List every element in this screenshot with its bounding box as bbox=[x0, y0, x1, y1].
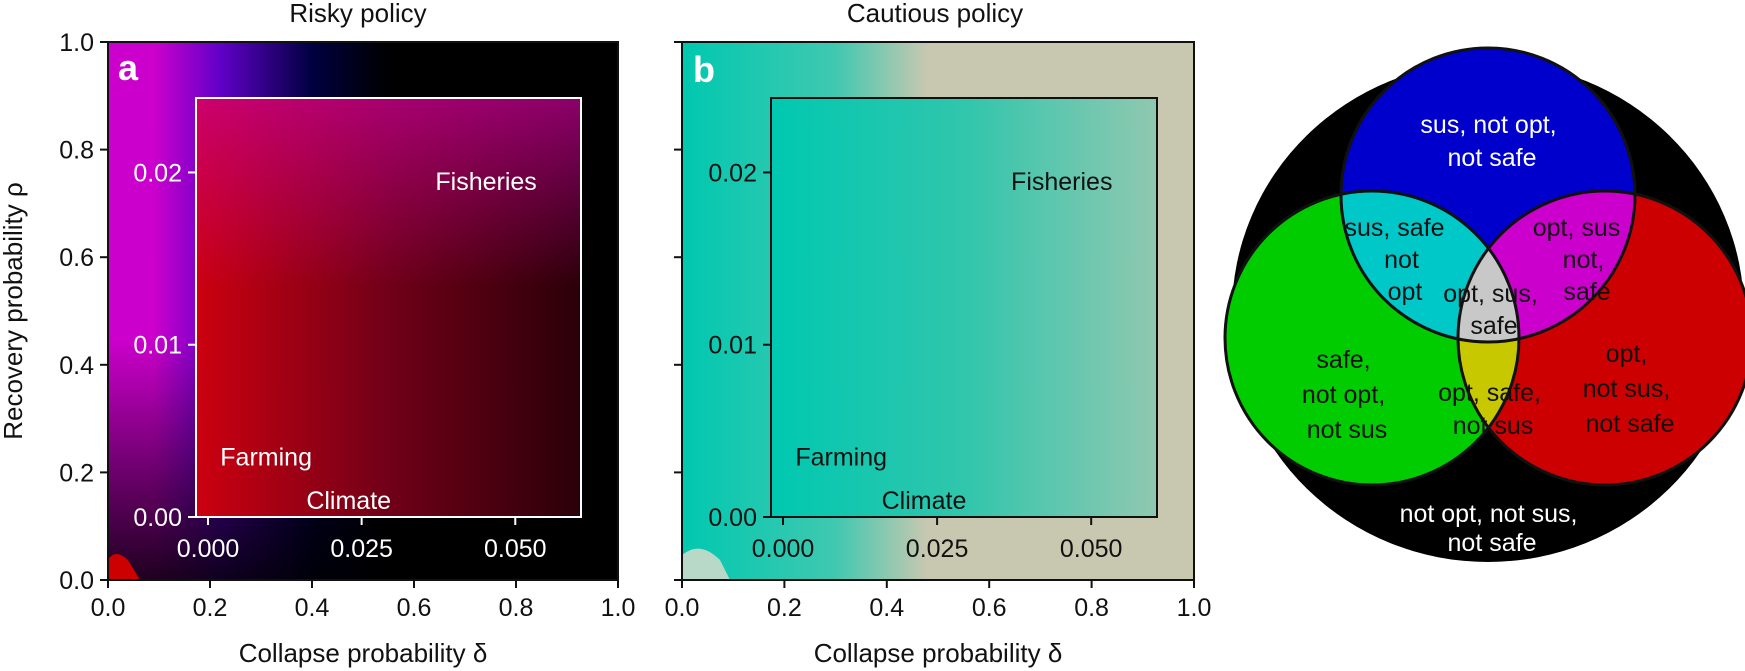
panel-a-frame bbox=[107, 41, 619, 581]
inset-y-tick-label: 0.02 bbox=[708, 159, 757, 187]
inset-x-tick-label: 0.050 bbox=[484, 535, 547, 563]
y-tick-label: 1.0 bbox=[59, 29, 94, 57]
inset-x-tick-label: 0.025 bbox=[906, 535, 969, 563]
panel-b-frame bbox=[681, 41, 1195, 581]
panel-b-title: Cautious policy bbox=[847, 0, 1023, 28]
x-tick-label: 0.6 bbox=[397, 594, 432, 622]
venn-legend: sus, not opt, not safe sus, safe not opt… bbox=[1223, 46, 1745, 562]
panel-a-letter: a bbox=[118, 47, 139, 88]
venn-outline-opt bbox=[1456, 189, 1745, 487]
venn-label-right: opt, not sus, not safe bbox=[1583, 340, 1678, 438]
y-tick-label: 0.8 bbox=[59, 137, 94, 165]
panel-a-inset-y-axis: 0.00 0.01 0.02 bbox=[133, 159, 196, 532]
panel-a-inset: 0.000 0.025 0.050 0.00 0.01 0.02 Fisheries Fa… bbox=[133, 97, 582, 563]
panel-b-inset-heatmap bbox=[771, 98, 1157, 517]
panel-a-inset-heatmap-tint bbox=[196, 98, 581, 517]
panel-b-corner bbox=[682, 548, 730, 580]
panel-b-x-label: Collapse probability δ bbox=[814, 638, 1063, 668]
inset-y-tick-label: 0.00 bbox=[133, 504, 182, 532]
panel-b-inset-x-axis: 0.000 0.025 0.050 bbox=[752, 517, 1123, 563]
venn-label-outside: not opt, not sus, not safe bbox=[1400, 500, 1585, 557]
inset-label-climate: Climate bbox=[882, 487, 967, 515]
panel-a-y-label: Recovery probability ρ bbox=[0, 182, 28, 440]
panel-b-x-axis: 0.0 0.2 0.4 0.6 0.8 1.0 bbox=[665, 580, 1212, 622]
panel-b-letter: b bbox=[693, 49, 715, 90]
panel-a-y-axis: 0.0 0.2 0.4 0.6 0.8 1.0 bbox=[59, 29, 108, 595]
panel-b-y-axis bbox=[674, 41, 682, 581]
y-tick-label: 0.0 bbox=[59, 567, 94, 595]
inset-y-tick-label: 0.01 bbox=[708, 332, 757, 360]
inset-label-farming: Farming bbox=[795, 444, 887, 472]
inset-x-tick-label: 0.050 bbox=[1060, 535, 1123, 563]
venn-label-left: safe, not opt, not sus bbox=[1302, 346, 1392, 444]
panel-a-title: Risky policy bbox=[289, 0, 426, 28]
inset-y-tick-label: 0.01 bbox=[133, 332, 182, 360]
panel-a-inset-frame bbox=[195, 97, 582, 518]
panel-a-risky-policy: Risky policy 0.000 0.025 0.050 0.000.010.0… bbox=[0, 0, 635, 668]
panel-b-inset-frame bbox=[770, 97, 1158, 518]
y-tick-label: 0.2 bbox=[59, 459, 94, 487]
x-tick-label: 0.4 bbox=[295, 594, 330, 622]
inset-label-climate: Climate bbox=[306, 487, 391, 515]
panel-b-inset-labels: Fisheries Farming Climate bbox=[795, 168, 1112, 515]
x-tick-label: 1.0 bbox=[1177, 594, 1212, 622]
venn-label-bottom: opt, safe, not sus bbox=[1438, 379, 1548, 440]
panel-b-inset-y-axis: 0.00 0.01 0.02 bbox=[708, 159, 771, 532]
inset-label-farming: Farming bbox=[220, 444, 312, 472]
x-tick-label: 0.0 bbox=[665, 594, 700, 622]
panel-a-x-axis: 0.0 0.2 0.4 0.6 0.8 1.0 bbox=[91, 580, 636, 622]
x-tick-label: 0.4 bbox=[869, 594, 904, 622]
x-tick-label: 1.0 bbox=[601, 594, 636, 622]
venn-label-top-right: opt, sus not, safe bbox=[1533, 214, 1628, 306]
venn-label-top-left: sus, safe not opt bbox=[1344, 214, 1451, 306]
inset-y-tick-label: 0.00 bbox=[708, 504, 757, 532]
inset-label-fisheries: Fisheries bbox=[435, 168, 536, 196]
panel-b-inset: 0.000 0.025 0.050 0.00 0.01 0.02 Fisheries Fa… bbox=[708, 97, 1158, 563]
inset-label-fisheries: Fisheries bbox=[1011, 168, 1112, 196]
panel-b-cautious-policy: Cautious policy 0.000 0.025 0.050 0.000.01… bbox=[665, 0, 1212, 668]
panel-a-opt-corner bbox=[108, 554, 140, 580]
x-tick-label: 0.8 bbox=[499, 594, 534, 622]
inset-x-tick-label: 0.025 bbox=[330, 535, 393, 563]
x-tick-label: 0.2 bbox=[767, 594, 802, 622]
venn-label-top: sus, not opt, not safe bbox=[1420, 111, 1563, 172]
inset-x-tick-label: 0.000 bbox=[177, 535, 240, 563]
x-tick-label: 0.8 bbox=[1074, 594, 1109, 622]
inset-y-tick-label: 0.02 bbox=[133, 159, 182, 187]
panel-a-x-label: Collapse probability δ bbox=[239, 638, 488, 668]
y-tick-label: 0.4 bbox=[59, 352, 94, 380]
x-tick-label: 0.2 bbox=[193, 594, 228, 622]
venn-label-center: opt, sus, safe bbox=[1443, 280, 1544, 340]
x-tick-label: 0.6 bbox=[972, 594, 1007, 622]
inset-x-tick-label: 0.000 bbox=[752, 535, 815, 563]
panel-a-inset-x-axis: 0.000 0.025 0.050 bbox=[177, 517, 547, 563]
venn-outline-safe bbox=[1223, 189, 1521, 487]
x-tick-label: 0.0 bbox=[91, 594, 126, 622]
y-tick-label: 0.6 bbox=[59, 244, 94, 272]
panel-a-inset-labels: Fisheries Farming Climate bbox=[220, 168, 537, 515]
